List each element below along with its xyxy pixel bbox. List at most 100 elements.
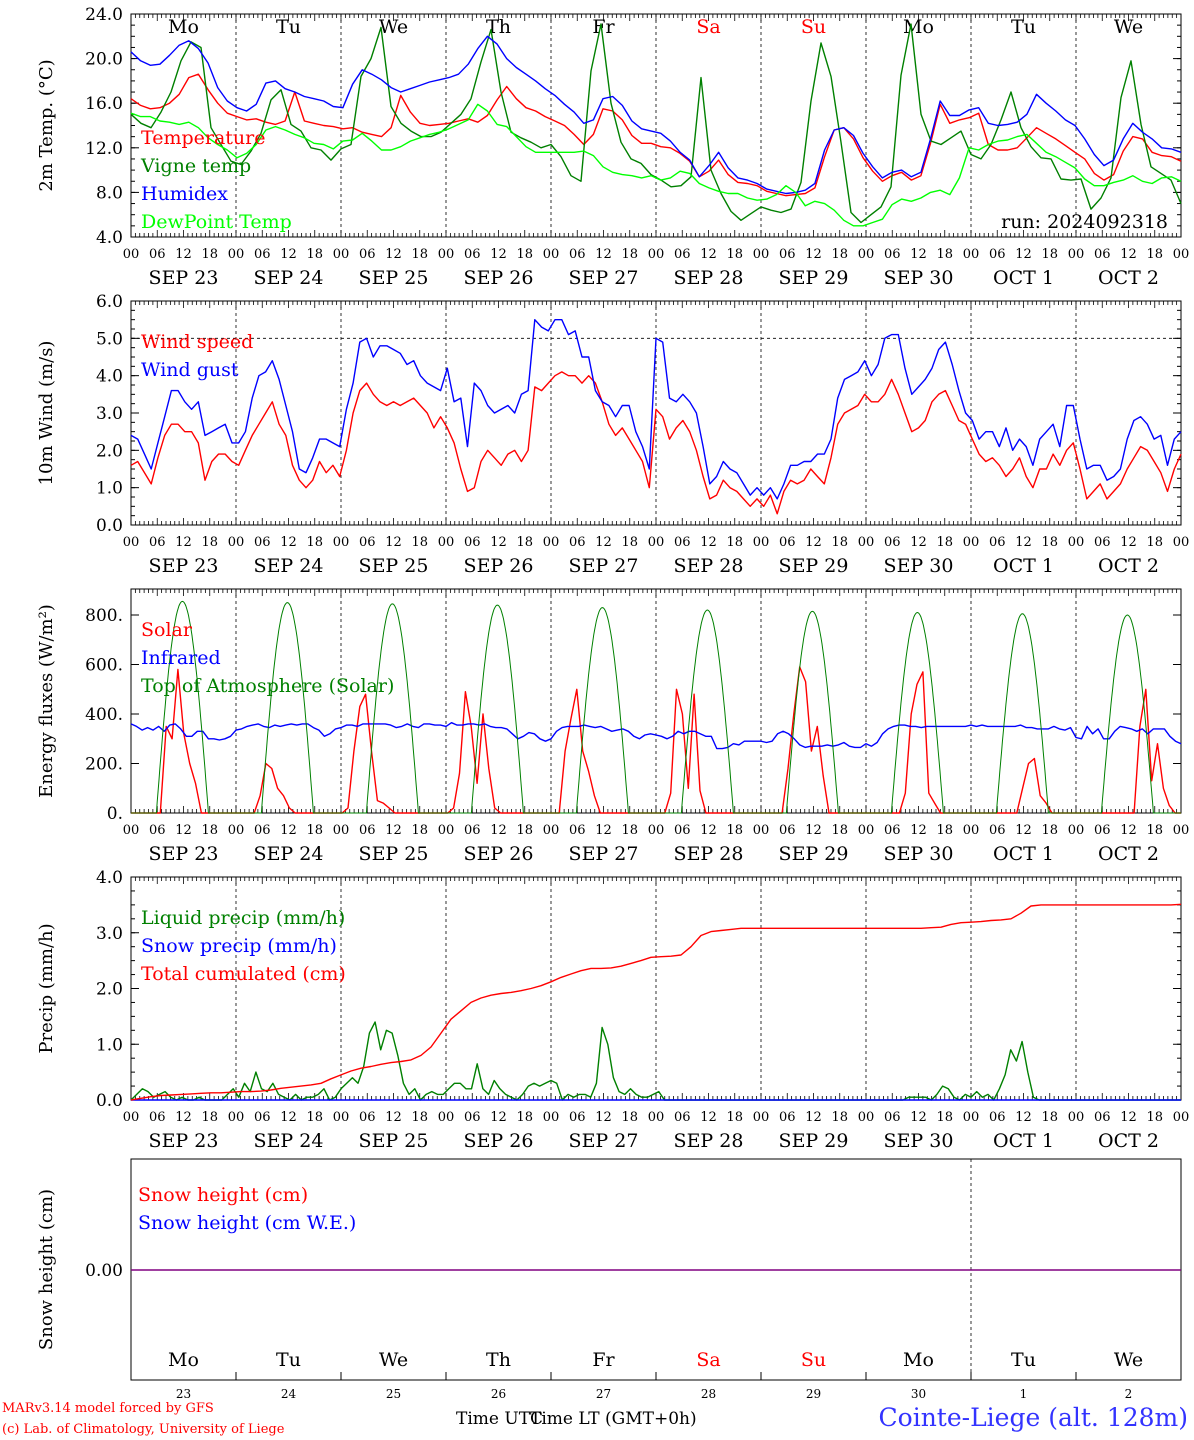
y-tick-label: 8.0 <box>96 183 123 203</box>
hour-tick-label: 06 <box>989 1110 1006 1125</box>
date-label: OCT 2 <box>1098 1130 1159 1152</box>
hour-tick-label: 06 <box>149 1110 166 1125</box>
day-number-label: 25 <box>386 1387 401 1401</box>
day-number-label: 23 <box>176 1387 191 1401</box>
hour-tick-label: 12 <box>805 1110 822 1125</box>
hour-tick-label: 12 <box>910 535 927 550</box>
hour-tick-label: 00 <box>963 247 980 262</box>
date-label: SEP 24 <box>254 555 324 577</box>
hour-tick-label: 00 <box>753 535 770 550</box>
y-tick-label: 600. <box>85 656 123 676</box>
hour-tick-label: 06 <box>464 247 481 262</box>
hour-tick-label: 00 <box>333 247 350 262</box>
date-label: SEP 29 <box>779 843 849 865</box>
credit-line-1: MARv3.14 model forced by GFS <box>2 1401 214 1416</box>
hour-tick-label: 00 <box>438 535 455 550</box>
hour-tick-label: 12 <box>595 535 612 550</box>
y-tick-label: 4.0 <box>96 868 123 888</box>
hour-tick-label: 12 <box>280 535 297 550</box>
weekday-label: Sa <box>696 1349 720 1371</box>
x-axis-label-utc: Time UTC <box>456 1409 543 1429</box>
hour-tick-label: 12 <box>385 535 402 550</box>
hour-tick-label: 00 <box>858 247 875 262</box>
hour-tick-label: 06 <box>779 535 796 550</box>
y-tick-label: 200. <box>85 755 123 775</box>
hour-tick-label: 06 <box>989 823 1006 838</box>
y-tick-label: 1.0 <box>96 1035 123 1055</box>
hour-tick-label: 18 <box>831 247 848 262</box>
legend-entry: Total cumulated (cm) <box>141 963 346 985</box>
hour-tick-label: 12 <box>1015 823 1032 838</box>
date-label: SEP 26 <box>464 843 534 865</box>
hour-tick-label: 00 <box>123 823 140 838</box>
hour-tick-label: 18 <box>516 1110 533 1125</box>
hour-tick-label: 12 <box>1120 1110 1137 1125</box>
date-label: SEP 30 <box>884 267 954 289</box>
y-tick-label: 12.0 <box>85 139 123 159</box>
hour-tick-label: 18 <box>936 1110 953 1125</box>
y-tick-label: 4.0 <box>96 367 123 387</box>
hour-tick-label: 18 <box>726 535 743 550</box>
y-axis-label: Energy fluxes (W/m²) <box>36 604 57 798</box>
hour-tick-label: 06 <box>1094 247 1111 262</box>
hour-tick-label: 12 <box>910 247 927 262</box>
weekday-label: Tu <box>1011 16 1036 38</box>
day-number-label: 1 <box>1020 1387 1028 1401</box>
hour-tick-label: 12 <box>490 823 507 838</box>
hour-tick-label: 06 <box>149 823 166 838</box>
hour-tick-label: 18 <box>201 1110 218 1125</box>
date-label: SEP 28 <box>674 267 744 289</box>
hour-tick-label: 12 <box>175 823 192 838</box>
hour-tick-label: 00 <box>858 1110 875 1125</box>
hour-tick-label: 18 <box>306 247 323 262</box>
hour-tick-label: 00 <box>1173 1110 1190 1125</box>
date-label: SEP 28 <box>674 1130 744 1152</box>
hour-tick-label: 00 <box>648 247 665 262</box>
x-axis-label-lt: Time LT (GMT+0h) <box>530 1409 697 1429</box>
hour-tick-label: 18 <box>936 247 953 262</box>
hour-tick-label: 06 <box>149 247 166 262</box>
hour-tick-label: 06 <box>569 247 586 262</box>
weekday-label: Mo <box>168 1349 199 1371</box>
hour-tick-label: 00 <box>228 823 245 838</box>
footer: MARv3.14 model forced by GFS (c) Lab. of… <box>2 1401 1188 1437</box>
hour-tick-label: 00 <box>1068 823 1085 838</box>
hour-tick-label: 06 <box>254 247 271 262</box>
date-label: SEP 24 <box>254 1130 324 1152</box>
hour-tick-label: 00 <box>1068 535 1085 550</box>
hour-tick-label: 06 <box>359 1110 376 1125</box>
hour-tick-label: 12 <box>175 535 192 550</box>
legend-entry: Top of Atmosphere (Solar) <box>141 675 394 697</box>
date-label: OCT 1 <box>993 267 1054 289</box>
weekday-label: Mo <box>903 1349 934 1371</box>
hour-tick-label: 18 <box>936 823 953 838</box>
hour-tick-label: 06 <box>569 823 586 838</box>
hour-tick-label: 18 <box>1146 823 1163 838</box>
legend-entry: Solar <box>141 619 193 641</box>
hour-tick-label: 18 <box>726 823 743 838</box>
hour-tick-label: 06 <box>464 535 481 550</box>
y-tick-label: 5.0 <box>96 329 123 349</box>
series-line-1 <box>130 319 1182 500</box>
date-label: SEP 23 <box>149 267 219 289</box>
hour-tick-label: 00 <box>963 535 980 550</box>
hour-tick-label: 00 <box>963 1110 980 1125</box>
weekday-label: Tu <box>276 16 301 38</box>
hour-tick-label: 12 <box>1120 247 1137 262</box>
hour-tick-label: 12 <box>280 1110 297 1125</box>
legend-entry: Wind gust <box>141 359 239 381</box>
legend-entry: Snow precip (mm/h) <box>141 935 337 957</box>
date-label: SEP 29 <box>779 555 849 577</box>
legend-entry: Humidex <box>141 183 228 205</box>
y-tick-label: 0.0 <box>96 516 123 536</box>
hour-tick-label: 18 <box>726 247 743 262</box>
date-label: SEP 26 <box>464 267 534 289</box>
hour-tick-label: 12 <box>700 247 717 262</box>
hour-tick-label: 06 <box>674 247 691 262</box>
hour-tick-label: 06 <box>569 1110 586 1125</box>
hour-tick-label: 18 <box>1041 247 1058 262</box>
hour-tick-label: 18 <box>306 535 323 550</box>
hour-tick-label: 00 <box>648 823 665 838</box>
hour-tick-label: 12 <box>595 1110 612 1125</box>
hour-tick-label: 18 <box>1146 247 1163 262</box>
